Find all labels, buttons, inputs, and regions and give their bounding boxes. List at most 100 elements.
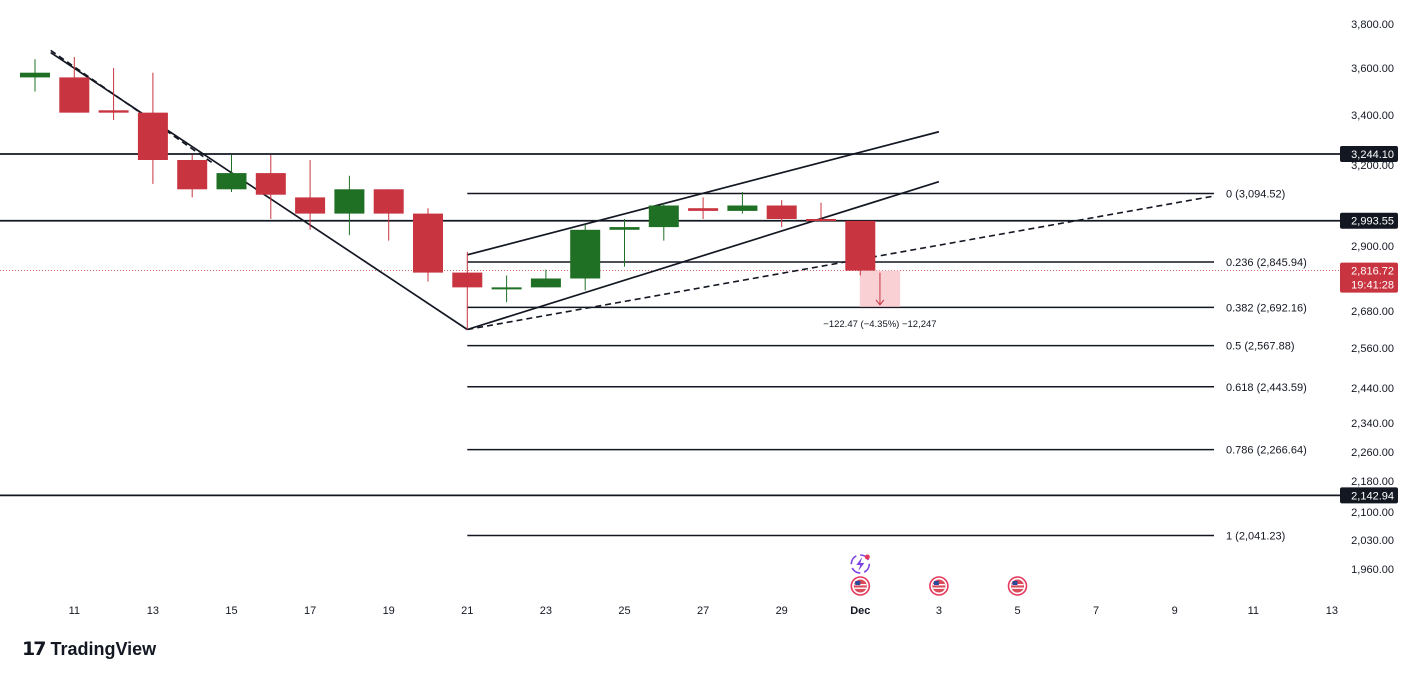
candle-body <box>295 197 326 214</box>
time-tick-label: 3 <box>936 605 942 617</box>
fib-level-label: 0.382 (2,692.16) <box>1226 302 1307 314</box>
time-axis[interactable]: 11 13 15 17 19 21 23 25 27 29 Dec 3 5 7 9 11 13 <box>69 605 1338 617</box>
price-level-tag-bg <box>1340 487 1398 504</box>
time-tick-label: 19 <box>383 605 395 617</box>
us-flag-event-icon[interactable] <box>1007 576 1028 596</box>
candle[interactable] <box>688 197 719 219</box>
candle[interactable] <box>373 189 404 241</box>
trendline[interactable] <box>467 130 940 256</box>
time-tick-label: 13 <box>1326 605 1338 617</box>
trendline[interactable] <box>467 180 940 331</box>
candle[interactable] <box>216 155 247 192</box>
candle[interactable] <box>98 68 129 120</box>
candle-body <box>845 220 876 271</box>
candle-body <box>570 229 601 279</box>
candle[interactable] <box>845 220 876 276</box>
time-tick-label: 11 <box>69 605 80 617</box>
candle[interactable] <box>648 202 679 241</box>
time-tick-label: 29 <box>776 605 788 617</box>
candle[interactable] <box>295 160 326 230</box>
price-level-tag-label: 3,244.10 <box>1351 149 1394 161</box>
price-level-tag-label: 2,993.55 <box>1351 216 1394 228</box>
price-level-tag[interactable]: 3,244.10 <box>1340 145 1398 162</box>
fibonacci-retracement[interactable]: 0 (3,094.52) 0.236 (2,845.94) 0.382 (2,692… <box>467 188 1307 543</box>
time-tick-label: Dec <box>850 605 870 617</box>
price-tick-label: 3,400.00 <box>1351 110 1394 122</box>
price-level-tag[interactable]: 2,142.94 <box>1340 487 1398 504</box>
measure-arrow-head-icon <box>875 299 885 306</box>
candle[interactable] <box>806 202 836 222</box>
candle[interactable] <box>452 251 483 330</box>
candle-body <box>177 160 208 190</box>
candle[interactable] <box>137 72 168 184</box>
price-level-tag-bg <box>1340 145 1398 162</box>
candle[interactable] <box>255 155 286 219</box>
candle[interactable] <box>530 269 561 288</box>
tradingview-logo[interactable]: 17 TradingView <box>22 636 156 662</box>
fib-level-label: 0 (3,094.52) <box>1226 188 1285 200</box>
horizontal-levels[interactable] <box>0 153 1340 497</box>
candle[interactable] <box>570 224 601 291</box>
fib-level-label: 0.786 (2,266.64) <box>1226 445 1307 457</box>
time-tick-label: 13 <box>147 605 159 617</box>
dashed-trendline[interactable] <box>50 49 213 164</box>
time-tick-label: 9 <box>1172 605 1178 617</box>
candle-body <box>334 189 365 214</box>
candle-body <box>688 208 719 211</box>
current-price-tag[interactable]: 2,816.72 19:41:28 <box>1340 262 1398 293</box>
trendlines[interactable] <box>50 49 1215 331</box>
tradingview-mark-icon: 17 <box>22 638 46 660</box>
candle[interactable] <box>413 208 443 282</box>
price-tick-label: 2,260.00 <box>1351 447 1394 459</box>
price-tick-label: 3,600.00 <box>1351 63 1394 75</box>
price-level-tag-label: 2,142.94 <box>1351 490 1394 502</box>
candle[interactable] <box>177 155 208 198</box>
candle-body <box>216 173 247 190</box>
dashed-trendline[interactable] <box>467 195 1215 331</box>
us-flag-event-icon[interactable] <box>929 576 949 596</box>
fib-level-label: 0.618 (2,443.59) <box>1226 382 1307 394</box>
candlesticks <box>20 57 876 330</box>
us-flag-event-icon[interactable] <box>850 576 871 596</box>
candle[interactable] <box>727 192 758 214</box>
time-tick-label: 11 <box>1248 605 1259 617</box>
candle[interactable] <box>491 275 522 303</box>
price-axis[interactable]: 3,800.00 3,600.00 3,400.00 3,200.00 2,900.00… <box>1340 19 1398 576</box>
candle-body <box>727 205 758 211</box>
price-tick-label: 1,960.00 <box>1351 564 1394 576</box>
time-tick-label: 27 <box>697 605 709 617</box>
candle[interactable] <box>609 219 640 267</box>
candle-body <box>20 72 50 78</box>
bar-countdown-label: 19:41:28 <box>1351 280 1394 292</box>
candle-body <box>137 112 168 160</box>
price-tick-label: 2,340.00 <box>1351 418 1394 430</box>
time-tick-label: 15 <box>225 605 237 617</box>
price-tick-label: 2,440.00 <box>1351 383 1394 395</box>
price-level-tag-bg <box>1340 212 1398 229</box>
price-tick-label: 2,680.00 <box>1351 306 1394 318</box>
candle[interactable] <box>766 200 797 228</box>
event-icons[interactable] <box>850 554 1028 596</box>
candle-body <box>609 227 640 230</box>
lightning-event-icon[interactable] <box>850 554 871 574</box>
time-tick-label: 7 <box>1093 605 1099 617</box>
time-tick-label: 17 <box>304 605 316 617</box>
candle-body <box>806 219 836 221</box>
candle[interactable] <box>334 175 365 236</box>
candle-body <box>413 213 443 273</box>
price-tick-label: 3,800.00 <box>1351 19 1394 31</box>
fib-level-label: 0.5 (2,567.88) <box>1226 341 1295 353</box>
candle-body <box>98 110 129 113</box>
candle[interactable] <box>20 59 50 92</box>
candle-body <box>373 189 404 214</box>
price-level-tag[interactable]: 2,993.55 <box>1340 212 1398 229</box>
price-tick-label: 2,560.00 <box>1351 343 1394 355</box>
price-range-measure[interactable]: −122.47 (−4.35%) −12,247 <box>823 270 937 330</box>
price-tick-label: 2,100.00 <box>1351 507 1394 519</box>
fib-level-label: 1 (2,041.23) <box>1226 531 1285 543</box>
price-tick-label: 2,900.00 <box>1351 241 1394 253</box>
candle[interactable] <box>59 57 90 113</box>
price-tick-label: 3,200.00 <box>1351 160 1394 172</box>
candle-body <box>59 77 90 113</box>
